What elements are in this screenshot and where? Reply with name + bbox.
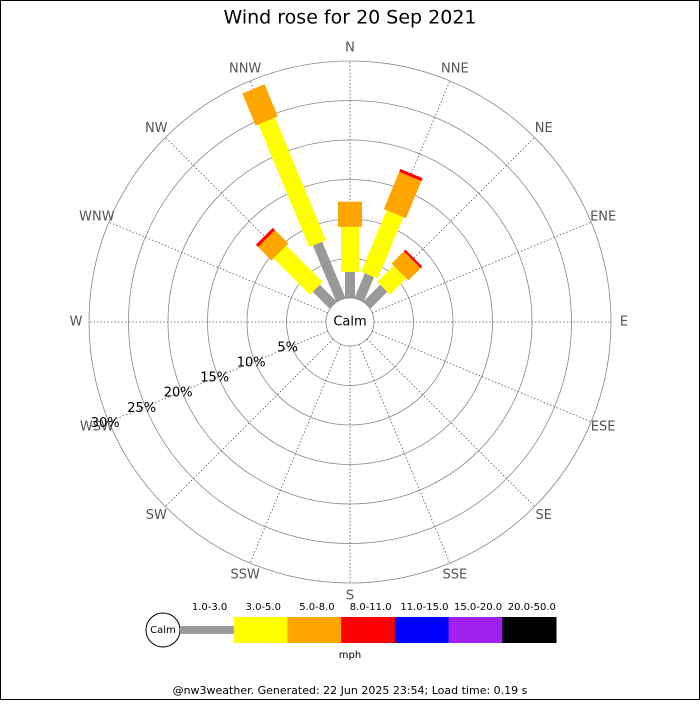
direction-label: SE	[536, 508, 552, 523]
direction-label: NNE	[441, 61, 469, 76]
footer: @nw3weather. Generated: 22 Jun 2025 23:5…	[173, 684, 528, 697]
bar-segment	[312, 284, 337, 309]
direction-label: W	[70, 315, 83, 330]
bar-segment	[242, 84, 265, 94]
bar-segment	[363, 284, 388, 309]
ring-label: 20%	[164, 386, 193, 401]
direction-label: S	[346, 589, 354, 604]
legend-label: 8.0-11.0	[350, 602, 392, 613]
direction-label: NNW	[229, 61, 261, 76]
bar-segment	[312, 241, 346, 302]
legend-label: 11.0-15.0	[400, 602, 448, 613]
legend-swatch	[233, 617, 288, 643]
bar-segment	[345, 271, 355, 298]
direction-label: ESE	[591, 419, 616, 434]
legend-label: 1.0-3.0	[192, 602, 227, 613]
chart-title: Wind rose for 20 Sep 2021	[223, 7, 476, 29]
legend: Calm 1.0-3.0 3.0-5.0 5.0-8.0 8.0-11.0 11.0-15…	[145, 602, 557, 661]
legend-swatch	[287, 617, 342, 643]
bar-segment	[341, 226, 359, 272]
rose: N NNE NE ENE E ESE SE SSE S SSW SW WSW W WNW NW NNW 5% 10…	[70, 41, 629, 604]
spoke	[165, 338, 334, 507]
spoke	[372, 330, 592, 423]
bar-segment	[383, 171, 422, 219]
ring	[88, 60, 612, 584]
bar-segment	[242, 84, 278, 126]
legend-swatch	[394, 617, 450, 643]
bar-segment	[403, 249, 423, 269]
direction-label: WSW	[80, 419, 114, 434]
ring-label: 5%	[277, 340, 298, 355]
legend-label: 20.0-50.0	[508, 602, 556, 613]
legend-label: 3.0-5.0	[246, 602, 281, 613]
ring-label: 30%	[91, 416, 120, 431]
legend-unit: mph	[339, 650, 361, 661]
bar-segment	[258, 117, 326, 248]
bar-segment	[377, 265, 407, 295]
spoke	[249, 344, 342, 564]
bar-segment	[399, 168, 423, 182]
ring-label: 25%	[127, 401, 156, 416]
direction-label: NE	[535, 121, 553, 136]
legend-swatch	[502, 617, 557, 643]
ring-label: 15%	[200, 371, 229, 386]
ring	[207, 179, 493, 465]
spoke	[108, 221, 328, 314]
spoke	[108, 330, 328, 423]
direction-label: NW	[145, 121, 168, 136]
direction-label: ENE	[590, 210, 616, 225]
legend-calm-label: Calm	[150, 625, 176, 636]
bar-segment	[361, 210, 404, 279]
bar-segment	[255, 227, 276, 248]
calm-circle	[325, 297, 375, 347]
calm-label: Calm	[333, 315, 366, 330]
spoke	[372, 221, 592, 314]
legend-swatch	[341, 617, 396, 643]
direction-label: N	[345, 41, 355, 56]
direction-label: SW	[146, 508, 167, 523]
bar-segment	[338, 201, 362, 227]
direction-label: SSE	[442, 568, 467, 583]
bar-segment	[391, 251, 421, 281]
direction-label: E	[620, 315, 628, 330]
bar-segment	[273, 245, 323, 295]
ring-label: 10%	[237, 355, 266, 370]
direction-label: WNW	[79, 210, 115, 225]
direction-label: SSW	[230, 568, 260, 583]
spoke	[358, 344, 451, 564]
bar-segment	[258, 230, 289, 261]
legend-swatch	[180, 626, 235, 634]
legend-swatch	[448, 617, 503, 643]
spoke	[366, 338, 535, 507]
bar-segment	[354, 273, 375, 302]
legend-label: 5.0-8.0	[299, 602, 334, 613]
legend-label: 15.0-20.0	[454, 602, 502, 613]
